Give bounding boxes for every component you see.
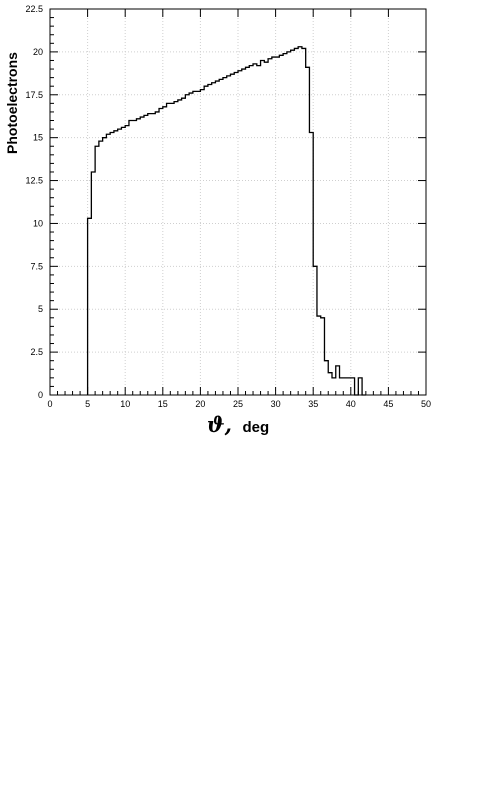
x-axis-unit: deg bbox=[242, 419, 269, 436]
x-tick-label: 0 bbox=[47, 399, 52, 409]
x-tick-label: 35 bbox=[308, 399, 318, 409]
y-tick-label: 0 bbox=[38, 390, 43, 400]
y-tick-labels: 0 2.5 5 7.5 10 12.5 15 17.5 20 22.5 bbox=[25, 4, 43, 400]
x-tick-label: 45 bbox=[383, 399, 393, 409]
x-tick-label: 20 bbox=[195, 399, 205, 409]
x-tick-label: 5 bbox=[85, 399, 90, 409]
y-tick-label: 20 bbox=[33, 47, 43, 57]
y-tick-label: 7.5 bbox=[30, 261, 43, 271]
x-tick-label: 15 bbox=[158, 399, 168, 409]
y-tick-label: 12.5 bbox=[25, 176, 43, 186]
grid bbox=[50, 9, 426, 395]
x-tick-labels: 0 5 10 15 20 25 30 35 40 45 50 bbox=[47, 399, 431, 409]
x-tick-label: 25 bbox=[233, 399, 243, 409]
x-axis-symbol: ϑ, bbox=[207, 412, 232, 437]
axis-ticks bbox=[49, 8, 427, 396]
y-tick-label: 22.5 bbox=[25, 4, 43, 14]
x-tick-label: 40 bbox=[346, 399, 356, 409]
y-tick-label: 5 bbox=[38, 304, 43, 314]
y-tick-label: 2.5 bbox=[30, 347, 43, 357]
x-axis-title: ϑ, deg bbox=[207, 412, 269, 437]
x-tick-label: 10 bbox=[120, 399, 130, 409]
y-tick-label: 10 bbox=[33, 218, 43, 228]
x-tick-label: 50 bbox=[421, 399, 431, 409]
y-tick-label: 15 bbox=[33, 133, 43, 143]
x-tick-label: 30 bbox=[271, 399, 281, 409]
y-axis-title: Photoelectrons bbox=[4, 52, 20, 154]
y-tick-label: 17.5 bbox=[25, 90, 43, 100]
series-line bbox=[86, 46, 366, 396]
